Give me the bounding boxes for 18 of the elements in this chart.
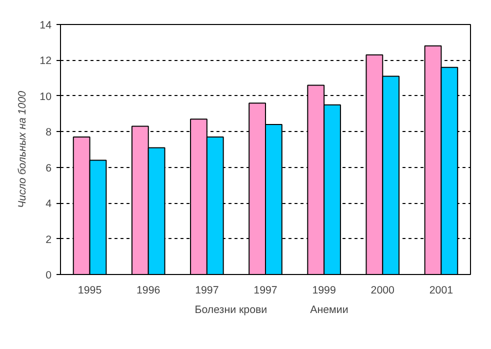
y-tick-label: 14	[40, 20, 52, 32]
y-tick-label: 8	[46, 126, 52, 139]
x-tick-label: 2000	[370, 284, 395, 296]
x-tick-label: 1997	[195, 284, 219, 296]
y-tick-label: 12	[40, 55, 52, 68]
y-tick-label: 2	[46, 234, 52, 246]
y-tick-label: 4	[46, 198, 52, 210]
y-axis-title: Число больных на 1000	[16, 90, 29, 208]
text: Болезни крови	[194, 304, 268, 316]
x-tick-label: 1997	[254, 284, 278, 296]
text: Анемии	[310, 304, 348, 316]
x-tick-label: 1996	[136, 284, 160, 296]
x-tick-label: 1995	[78, 284, 102, 296]
y-tick-label: 0	[46, 270, 52, 282]
y-tick-label: 6	[46, 162, 52, 174]
x-tick-label: 2001	[429, 284, 454, 296]
x-tick-label: 1999	[312, 284, 336, 296]
y-tick-label: 10	[40, 90, 52, 103]
